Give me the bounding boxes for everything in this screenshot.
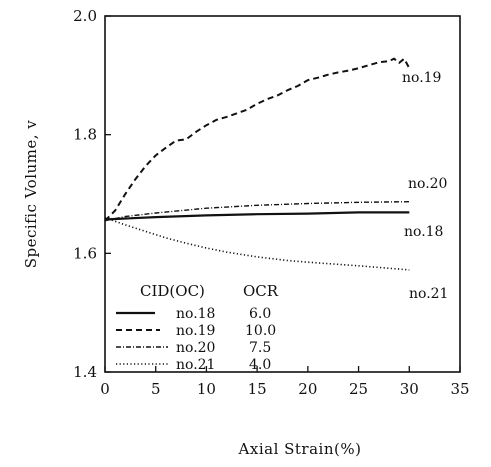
legend-ocr-no-21: 4.0 — [249, 357, 271, 373]
series-label-no-18: no.18 — [404, 224, 443, 240]
x-tick-label-3: 15 — [248, 380, 267, 398]
x-axis-title: Axial Strain(%) — [238, 440, 362, 458]
series-label-no-21: no.21 — [409, 286, 448, 302]
x-tick-label-0: 0 — [100, 380, 110, 398]
series-label-no-20: no.20 — [408, 176, 447, 192]
legend: CID(OC) OCR no.18 6.0 no.19 10.0 no.20 7… — [116, 282, 279, 373]
y-tick-label-3: 2.0 — [73, 7, 97, 25]
legend-name-no-19: no.19 — [176, 323, 215, 339]
legend-header-cid: CID(OC) — [140, 282, 205, 300]
series-line-no-20 — [104, 201, 410, 222]
y-tick-label-0: 1.4 — [73, 363, 97, 381]
legend-ocr-no-19: 10.0 — [245, 323, 276, 339]
legend-ocr-no-18: 6.0 — [249, 306, 271, 322]
x-tick-label-7: 35 — [450, 380, 469, 398]
legend-name-no-18: no.18 — [176, 306, 215, 322]
plot-frame — [104, 15, 461, 373]
legend-ocr-no-20: 7.5 — [249, 340, 271, 356]
series-line-no-21 — [104, 216, 410, 271]
ticks: 0 5 10 15 20 25 30 35 1.4 1.6 1.8 2.0 — [73, 7, 469, 398]
y-axis-title: Specific Volume, v — [22, 120, 40, 269]
legend-name-no-21: no.21 — [176, 357, 215, 373]
legend-header-ocr: OCR — [243, 282, 279, 300]
series-line-no-18 — [104, 211, 410, 221]
series-layer — [104, 57, 411, 271]
x-tick-label-2: 10 — [197, 380, 216, 398]
series-label-no-19: no.19 — [402, 70, 441, 86]
legend-name-no-20: no.20 — [176, 340, 215, 356]
x-tick-label-1: 5 — [151, 380, 161, 398]
x-tick-label-4: 20 — [298, 380, 317, 398]
y-tick-label-2: 1.8 — [73, 126, 97, 144]
x-tick-label-6: 30 — [400, 380, 419, 398]
x-tick-label-5: 25 — [349, 380, 368, 398]
series-line-no-19 — [104, 57, 411, 222]
y-tick-label-1: 1.6 — [73, 244, 97, 262]
